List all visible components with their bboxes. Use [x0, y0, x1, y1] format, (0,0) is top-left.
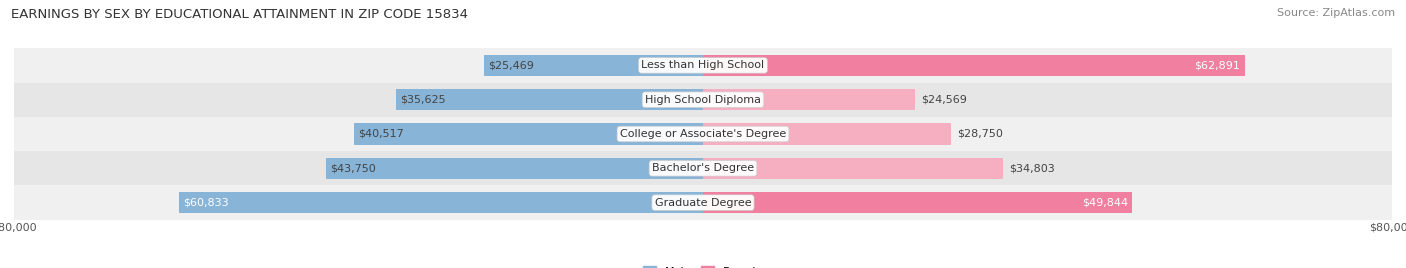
- Bar: [703, 192, 1132, 213]
- Text: $49,844: $49,844: [1081, 198, 1128, 208]
- Bar: [396, 89, 703, 110]
- Bar: [326, 158, 703, 179]
- Text: $34,803: $34,803: [1010, 163, 1056, 173]
- Text: Source: ZipAtlas.com: Source: ZipAtlas.com: [1277, 8, 1395, 18]
- Text: $24,569: $24,569: [921, 95, 967, 105]
- Bar: [14, 185, 1392, 220]
- Text: $25,469: $25,469: [488, 60, 534, 70]
- Text: $28,750: $28,750: [957, 129, 1004, 139]
- Bar: [703, 55, 1244, 76]
- Text: Graduate Degree: Graduate Degree: [655, 198, 751, 208]
- Text: $60,833: $60,833: [183, 198, 229, 208]
- Bar: [354, 123, 703, 145]
- Bar: [703, 123, 950, 145]
- Text: College or Associate's Degree: College or Associate's Degree: [620, 129, 786, 139]
- Bar: [14, 151, 1392, 185]
- Bar: [179, 192, 703, 213]
- Bar: [703, 158, 1002, 179]
- Text: EARNINGS BY SEX BY EDUCATIONAL ATTAINMENT IN ZIP CODE 15834: EARNINGS BY SEX BY EDUCATIONAL ATTAINMEN…: [11, 8, 468, 21]
- Text: $35,625: $35,625: [401, 95, 446, 105]
- Text: $40,517: $40,517: [359, 129, 404, 139]
- Text: $43,750: $43,750: [330, 163, 377, 173]
- Bar: [14, 117, 1392, 151]
- Legend: Male, Female: Male, Female: [641, 264, 765, 268]
- Text: Bachelor's Degree: Bachelor's Degree: [652, 163, 754, 173]
- Text: $62,891: $62,891: [1195, 60, 1240, 70]
- Bar: [703, 89, 914, 110]
- Bar: [484, 55, 703, 76]
- Text: Less than High School: Less than High School: [641, 60, 765, 70]
- Bar: [14, 48, 1392, 83]
- Bar: [14, 83, 1392, 117]
- Text: High School Diploma: High School Diploma: [645, 95, 761, 105]
